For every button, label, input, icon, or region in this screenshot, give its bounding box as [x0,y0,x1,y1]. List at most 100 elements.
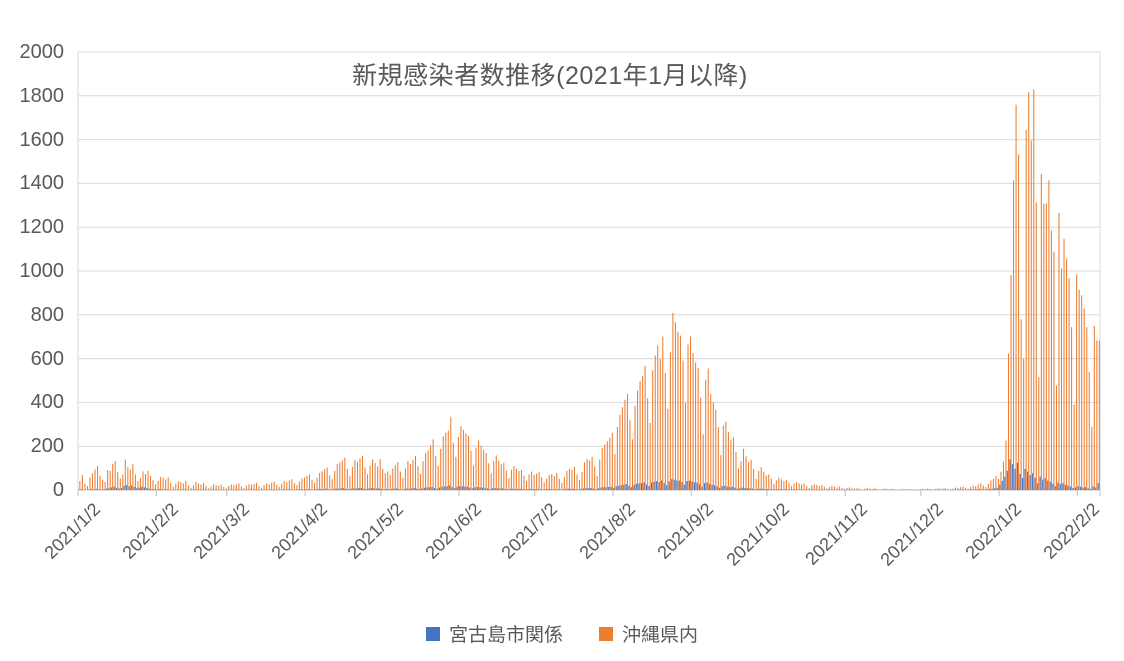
bar [336,464,338,490]
bar [427,450,429,490]
bar [704,483,706,490]
bar [369,465,371,490]
bar [306,475,308,490]
bar [821,485,823,490]
bar [396,488,398,490]
bar [529,488,531,490]
bar [836,487,838,490]
bar [403,488,405,490]
bar [1015,104,1017,490]
bar [428,487,431,490]
legend-label-miyakojima: 宮古島市関係 [448,625,563,646]
bar [203,483,205,490]
bar [515,468,517,490]
bar [447,430,449,490]
bar [333,488,335,490]
bar [1088,371,1090,490]
bar [208,488,210,490]
bar [753,468,755,490]
bar [425,453,427,490]
bar [474,487,476,490]
bar [693,482,695,490]
bar [1071,327,1073,490]
bar [365,489,367,490]
bar [645,484,648,490]
bar [571,469,573,490]
bar [720,455,722,490]
bar [510,469,512,490]
bar [128,486,130,490]
bar [732,437,734,490]
bar [831,486,833,490]
bar [623,484,625,490]
bar [610,486,612,490]
bar [293,483,295,490]
bar [1010,275,1012,490]
bar [551,474,553,490]
bar [567,488,569,490]
bar [456,486,458,490]
bar [470,450,472,490]
bar [266,483,268,490]
bar [111,487,113,490]
bar [1038,377,1040,490]
bar [281,483,283,490]
bar [353,488,355,490]
bar [616,426,618,490]
bar [1047,480,1049,490]
bar [119,478,121,490]
bar [1073,404,1075,490]
bar [640,482,642,490]
bar [682,360,684,490]
bar [288,480,290,490]
bar [996,487,998,490]
bar [384,473,386,490]
bar [308,474,311,490]
bar [205,486,207,490]
bar [949,489,951,490]
bar [715,409,717,490]
bar [499,488,501,490]
bar [657,345,659,490]
bar [613,488,615,490]
bar [1048,180,1050,490]
bar [190,487,192,490]
bar [480,445,482,490]
y-axis-label: 1800 [19,84,65,107]
bar [596,475,598,490]
bar [954,487,957,490]
bar [548,475,550,490]
bar [691,481,693,490]
bar [531,471,533,490]
bar [757,488,759,490]
bar [466,486,468,490]
bar [991,488,993,490]
bar [866,488,868,490]
bar [803,483,805,490]
bar [744,488,746,490]
bar [1018,154,1020,490]
bar [740,461,742,490]
bar [494,488,496,490]
bar [81,474,83,490]
bar [608,486,610,490]
bar [155,484,157,490]
bar [793,483,795,490]
bar [615,486,617,490]
bar [114,461,116,490]
bar [1067,485,1069,490]
bar [150,475,152,490]
bar [301,478,303,490]
bar [1090,488,1092,490]
bar [328,489,330,490]
bar [459,486,461,490]
bar [934,488,936,490]
bar [748,462,750,490]
bar [215,485,217,490]
bar [769,489,771,490]
bar [177,481,179,490]
bar [696,482,698,490]
bar [692,353,694,491]
bar [1052,483,1054,490]
bar [331,479,333,490]
